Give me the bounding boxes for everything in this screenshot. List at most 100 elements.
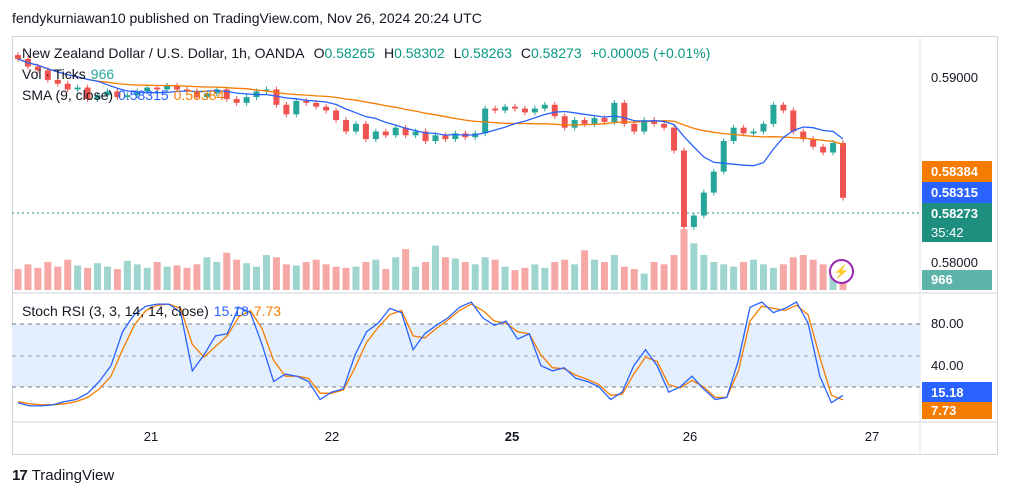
volume-bar (730, 266, 738, 290)
candle (680, 150, 687, 227)
candle (293, 100, 300, 115)
stoch-tick-40: 40.00 (931, 358, 964, 373)
volume-bar (789, 257, 797, 290)
price-tick-bottom: 0.58000 (931, 255, 978, 270)
volume-bar (113, 269, 121, 290)
candle (114, 91, 121, 98)
chart-frame[interactable] (12, 36, 998, 455)
candle (213, 89, 220, 94)
candle (54, 79, 61, 84)
candle (700, 192, 707, 216)
candle (720, 141, 727, 172)
volume-legend[interactable]: Vol · Ticks 966 (22, 66, 114, 82)
symbol-legend[interactable]: New Zealand Dollar / U.S. Dollar, 1h, OA… (22, 45, 710, 61)
volume-bar (193, 264, 201, 290)
volume-bar (332, 266, 340, 290)
candle (591, 118, 598, 124)
candle (164, 85, 171, 90)
volume-bar (74, 265, 82, 290)
volume-bar (24, 264, 32, 290)
candle (561, 116, 568, 128)
bolt-icon[interactable]: ⚡ (829, 259, 854, 284)
volume-bar (690, 243, 698, 290)
candle (482, 108, 489, 134)
candle (233, 99, 240, 103)
candle (661, 123, 668, 128)
candle (690, 215, 697, 227)
time-axis-label: 22 (324, 429, 340, 444)
footer-brand[interactable]: 17 TradingView (12, 467, 114, 484)
volume-legend-value: 966 (90, 66, 115, 82)
candle (521, 108, 528, 113)
time-axis-label: 26 (682, 429, 698, 444)
candle (372, 131, 379, 140)
candle (343, 120, 350, 132)
volume-bar (710, 262, 718, 290)
volume-bar (571, 264, 579, 290)
countdown: 35:42 (931, 225, 964, 240)
candle (810, 139, 817, 147)
volume-bar (680, 229, 688, 290)
volume-bar (650, 262, 658, 290)
stoch-legend-k: 15.18 (213, 303, 249, 319)
candle (134, 91, 141, 96)
time-axis-label: 25 (504, 429, 520, 444)
candle (34, 66, 41, 71)
candle (452, 133, 459, 140)
candle (601, 118, 608, 122)
volume-bar (103, 266, 111, 290)
volume-bar (481, 257, 489, 290)
candle (830, 142, 837, 153)
volume-bar (700, 255, 708, 290)
volume-bar (54, 266, 62, 290)
volume-bar (610, 255, 618, 290)
volume-bar (253, 266, 261, 290)
volume-bar (441, 257, 449, 290)
candle (402, 127, 409, 136)
ohlc-high-label: H (383, 45, 395, 61)
candle (352, 123, 359, 132)
volume-bar (64, 259, 72, 290)
volume-bar (302, 262, 310, 290)
stoch-legend[interactable]: Stoch RSI (3, 3, 14, 14, close) 15.18 7.73 (22, 303, 281, 319)
candle (551, 104, 558, 117)
volume-bar (779, 264, 787, 290)
candle (44, 70, 51, 80)
volume-bar (630, 269, 638, 290)
sma-legend[interactable]: SMA (9, close) 0.58315 0.58384 (22, 87, 224, 103)
candle (531, 108, 538, 113)
volume-bar (342, 267, 350, 290)
volume-bar (14, 269, 22, 290)
volume-bar (233, 259, 241, 290)
volume-bar (133, 264, 141, 290)
candle (820, 146, 827, 153)
candle (243, 97, 250, 103)
stoch-tick-80: 80.00 (931, 316, 964, 331)
candle (840, 142, 846, 198)
volume-bar (203, 257, 211, 290)
volume-bar (153, 262, 161, 290)
time-axis-label: 27 (864, 429, 880, 444)
sma-slow-line (17, 58, 844, 146)
candle (621, 102, 628, 124)
candle (412, 131, 419, 136)
candle (94, 95, 101, 100)
volume-bar (451, 258, 459, 290)
sma-legend-label: SMA (9, close) (22, 87, 114, 103)
volume-bar (44, 262, 52, 290)
candle (303, 100, 310, 103)
stoch-d-badge: 7.73 (922, 402, 992, 419)
candle (790, 110, 797, 132)
candle (154, 87, 161, 90)
candle (710, 171, 717, 193)
symbol-title: New Zealand Dollar / U.S. Dollar, 1h, OA… (22, 45, 304, 61)
volume-bar (799, 255, 807, 290)
volume-bar (243, 263, 251, 290)
ohlc-high: 0.58302 (394, 45, 445, 61)
volume-legend-label: Vol · Ticks (22, 66, 86, 82)
candle (641, 120, 648, 132)
volume-bar (720, 264, 728, 290)
candle (740, 127, 747, 134)
sma-fast-badge: 0.58315 (922, 182, 992, 203)
